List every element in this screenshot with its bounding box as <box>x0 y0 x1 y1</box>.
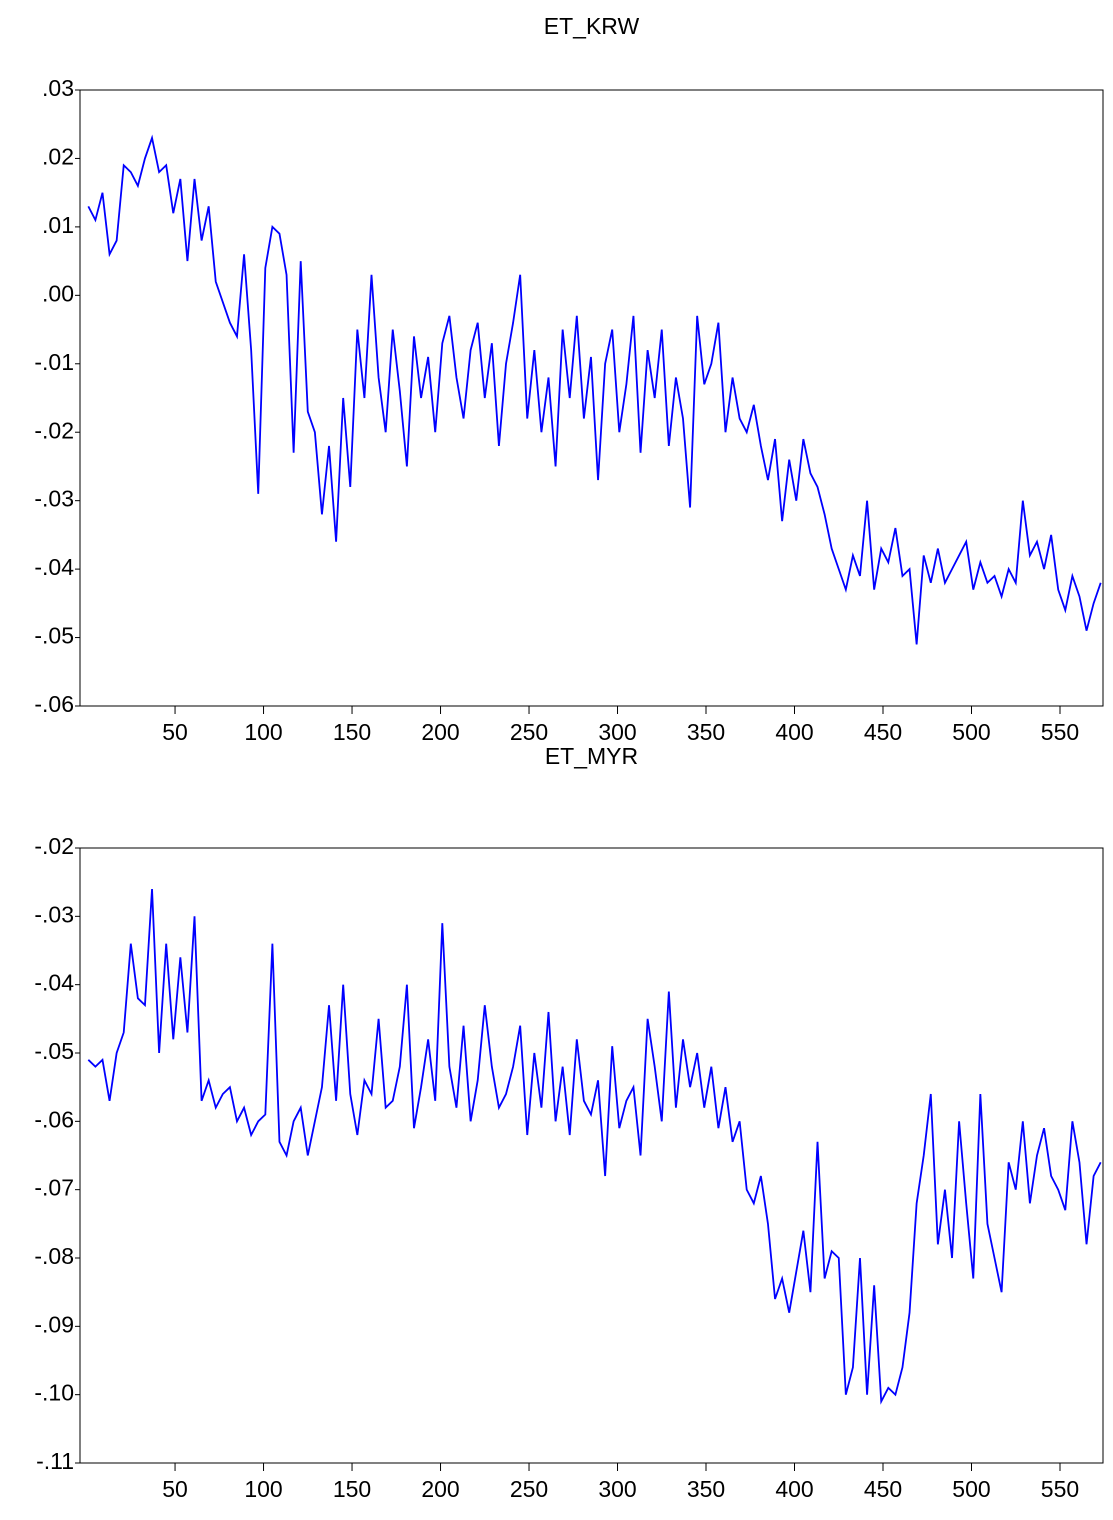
x-tick-label: 150 <box>333 719 371 745</box>
x-tick-label: 50 <box>162 719 188 745</box>
y-tick-label: -.06 <box>34 691 74 717</box>
y-tick-label: -.02 <box>34 833 74 859</box>
x-tick-label: 100 <box>244 719 282 745</box>
chart-title: ET_MYR <box>545 743 638 769</box>
x-tick-label: 200 <box>421 1476 459 1502</box>
y-tick-label: -.03 <box>34 901 74 927</box>
plot-frame <box>79 89 1104 707</box>
y-tick-label: -.09 <box>34 1311 74 1337</box>
y-tick-label: -.04 <box>34 970 74 996</box>
y-tick-label: .03 <box>42 75 74 101</box>
x-tick-label: 500 <box>952 1476 990 1502</box>
y-tick-label: -.04 <box>34 554 74 580</box>
x-tick-label: 200 <box>421 719 459 745</box>
y-tick-label: .00 <box>42 280 74 306</box>
y-tick-label: -.03 <box>34 486 74 512</box>
x-tick-label: 500 <box>952 719 990 745</box>
x-tick-label: 350 <box>687 1476 725 1502</box>
x-tick-label: 350 <box>687 719 725 745</box>
y-tick-label: -.02 <box>34 417 74 443</box>
x-tick-label: 100 <box>244 1476 282 1502</box>
x-tick-label: 250 <box>510 1476 548 1502</box>
x-tick-label: 450 <box>864 1476 902 1502</box>
y-tick-label: -.11 <box>36 1448 74 1474</box>
data-line <box>87 888 1102 1405</box>
x-tick-label: 300 <box>598 1476 636 1502</box>
y-tick-label: -.05 <box>34 623 74 649</box>
x-tick-label: 550 <box>1041 1476 1079 1502</box>
x-tick-label: 300 <box>598 719 636 745</box>
y-tick-label: .01 <box>42 212 74 238</box>
y-tick-label: -.08 <box>34 1243 74 1269</box>
y-tick-label: -.05 <box>34 1038 74 1064</box>
plot-frame <box>79 847 1104 1464</box>
chart-title: ET_KRW <box>544 13 640 39</box>
x-tick-label: 50 <box>162 1476 188 1502</box>
y-tick-label: -.01 <box>34 349 74 375</box>
y-tick-label: -.06 <box>34 1106 74 1132</box>
y-tick-label: -.07 <box>34 1175 74 1201</box>
x-tick-label: 550 <box>1041 719 1079 745</box>
x-tick-label: 250 <box>510 719 548 745</box>
x-tick-label: 400 <box>775 719 813 745</box>
x-tick-label: 400 <box>775 1476 813 1502</box>
y-tick-label: -.10 <box>34 1380 74 1406</box>
x-tick-label: 150 <box>333 1476 371 1502</box>
data-line <box>87 134 1102 645</box>
x-tick-label: 450 <box>864 719 902 745</box>
y-tick-label: .02 <box>42 144 74 170</box>
